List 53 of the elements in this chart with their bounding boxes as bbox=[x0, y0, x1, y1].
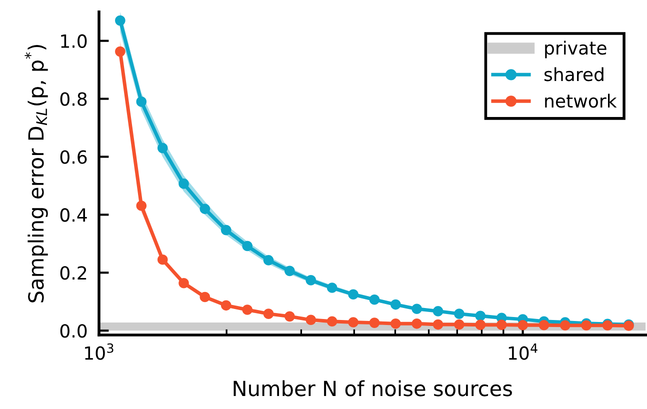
y-tick-label: 0.6 bbox=[60, 150, 87, 164]
legend-label: shared bbox=[544, 67, 604, 82]
point bbox=[560, 320, 570, 331]
point bbox=[369, 294, 380, 305]
point bbox=[454, 319, 464, 330]
y-tick-label: 0.4 bbox=[60, 208, 87, 222]
point bbox=[136, 200, 147, 211]
point bbox=[475, 320, 486, 330]
point bbox=[496, 320, 507, 330]
point bbox=[538, 320, 550, 330]
point bbox=[200, 292, 210, 302]
point bbox=[220, 300, 232, 311]
point bbox=[242, 304, 252, 315]
point bbox=[178, 178, 189, 189]
y-tick-label: 1.0 bbox=[61, 34, 87, 48]
point bbox=[306, 314, 316, 326]
point bbox=[390, 299, 401, 310]
y-tick-label: 0.2 bbox=[60, 266, 86, 280]
point bbox=[178, 278, 189, 288]
point bbox=[157, 142, 168, 154]
y-tick-label: 0.0 bbox=[60, 324, 87, 338]
x-axis-title: Number N of noise sources bbox=[234, 380, 512, 396]
point bbox=[348, 317, 358, 328]
point bbox=[518, 320, 528, 330]
y-axis-title: Sampling error D$_{KL}$(p, p$^{*}$) bbox=[24, 44, 48, 302]
point bbox=[242, 240, 252, 252]
point bbox=[412, 304, 422, 314]
point bbox=[348, 289, 358, 300]
point bbox=[220, 224, 232, 236]
point bbox=[475, 310, 486, 321]
point bbox=[157, 254, 168, 265]
point bbox=[326, 316, 338, 326]
point bbox=[263, 308, 274, 319]
point bbox=[432, 306, 444, 316]
point bbox=[263, 255, 274, 266]
point bbox=[326, 282, 338, 293]
point bbox=[390, 318, 401, 329]
point bbox=[412, 318, 422, 329]
point bbox=[200, 204, 210, 214]
point bbox=[306, 275, 316, 286]
point bbox=[369, 318, 380, 328]
point bbox=[454, 308, 464, 319]
point bbox=[115, 15, 126, 26]
x-tick-label: 10$^{3}$ bbox=[85, 343, 114, 360]
point bbox=[136, 96, 147, 107]
point bbox=[284, 266, 295, 276]
y-tick-label: 0.8 bbox=[60, 92, 87, 106]
legend-label: network bbox=[545, 94, 617, 108]
x-tick-label: 10$^{4}$ bbox=[508, 344, 538, 360]
point bbox=[284, 311, 295, 322]
point bbox=[115, 46, 126, 57]
point bbox=[432, 319, 444, 330]
legend-label: private bbox=[545, 40, 606, 58]
